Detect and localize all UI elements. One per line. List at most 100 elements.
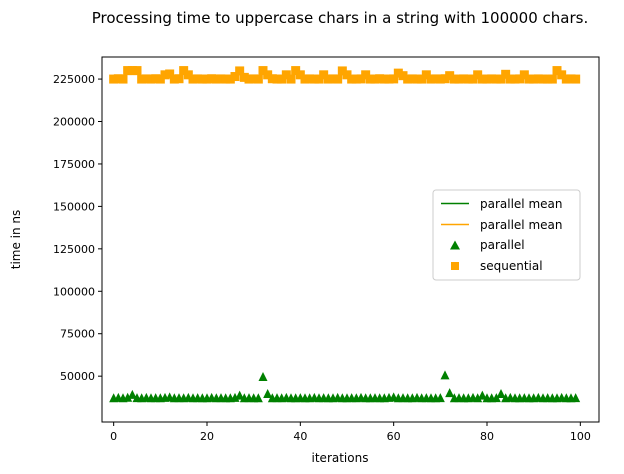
sequential-point — [552, 66, 562, 76]
sequential-point — [449, 74, 459, 84]
legend-marker-parallel — [450, 240, 460, 250]
x-axis-label: iterations — [312, 451, 369, 465]
sequential-point — [370, 74, 380, 84]
sequential-point — [235, 66, 245, 76]
sequential-point — [477, 74, 487, 84]
sequential-point — [323, 74, 333, 84]
sequential-point — [230, 72, 240, 82]
sequential-point — [305, 74, 315, 84]
y-tick-label: 125000 — [53, 243, 95, 256]
legend-label-3: parallel — [480, 238, 525, 252]
sequential-point — [403, 74, 413, 84]
plot-markers — [109, 66, 581, 403]
sequential-point — [309, 74, 319, 84]
sequential-point — [113, 74, 123, 84]
sequential-point — [459, 74, 469, 84]
parallel-point — [123, 392, 133, 402]
parallel-point — [258, 372, 268, 382]
sequential-point — [127, 66, 137, 76]
parallel-point — [445, 388, 455, 398]
sequential-point — [412, 74, 422, 84]
sequential-point — [333, 74, 343, 84]
parallel-point — [477, 390, 487, 400]
legend-box — [432, 189, 581, 281]
sequential-point — [155, 74, 165, 84]
sequential-point — [253, 74, 263, 84]
legend-label-1: parallel mean — [480, 197, 563, 211]
plot-frame — [101, 56, 600, 423]
y-tick-label: 100000 — [53, 285, 95, 298]
sequential-point — [356, 74, 366, 84]
sequential-point — [389, 74, 399, 84]
x-tick-label: 60 — [387, 430, 401, 443]
sequential-point — [277, 74, 287, 84]
legend-label-2: parallel mean — [480, 218, 563, 232]
legend-label-4: sequential — [480, 259, 543, 273]
sequential-point — [319, 70, 329, 80]
parallel-point — [440, 370, 450, 380]
sequential-point — [482, 74, 492, 84]
sequential-point — [487, 74, 497, 84]
sequential-point — [515, 74, 525, 84]
x-axis: 0 20 40 60 80 100 — [110, 422, 591, 443]
sequential-point — [183, 70, 193, 80]
sequential-point — [417, 74, 427, 84]
x-tick-label: 40 — [293, 430, 307, 443]
sequential-point — [193, 74, 203, 84]
parallel-point — [263, 388, 273, 398]
sequential-point — [440, 74, 450, 84]
sequential-point — [384, 74, 394, 84]
sequential-point — [137, 74, 147, 84]
y-tick-label: 50000 — [60, 370, 95, 383]
sequential-point — [295, 70, 305, 80]
sequential-point — [519, 70, 529, 80]
sequential-point — [160, 70, 170, 80]
y-tick-label: 225000 — [53, 73, 95, 86]
parallel-point — [496, 388, 506, 398]
sequential-point — [239, 72, 249, 82]
sequential-point — [431, 74, 441, 84]
sequential-point — [197, 74, 207, 84]
y-tick-label: 150000 — [53, 200, 95, 213]
y-tick-label: 200000 — [53, 116, 95, 129]
sequential-point — [221, 74, 231, 84]
parallel-point — [473, 393, 483, 403]
sequential-point — [291, 66, 301, 76]
sequential-point — [188, 74, 198, 84]
sequential-point — [179, 66, 189, 76]
sequential-point — [561, 74, 571, 84]
x-tick-label: 80 — [480, 430, 494, 443]
sequential-point — [398, 71, 408, 81]
sequential-point — [501, 69, 511, 79]
sequential-point — [109, 74, 119, 84]
sequential-point — [165, 69, 175, 79]
sequential-point — [244, 74, 254, 84]
y-tick-label: 75000 — [60, 328, 95, 341]
sequential-point — [473, 70, 483, 80]
sequential-point — [272, 74, 282, 84]
sequential-point — [249, 74, 259, 84]
x-tick-label: 0 — [110, 430, 117, 443]
sequential-point — [342, 70, 352, 80]
sequential-point — [375, 74, 385, 84]
sequential-point — [510, 74, 520, 84]
sequential-point — [141, 74, 151, 84]
sequential-point — [361, 70, 371, 80]
sequential-point — [300, 74, 310, 84]
sequential-point — [445, 71, 455, 81]
sequential-point — [169, 74, 179, 84]
sequential-point — [314, 74, 324, 84]
x-tick-label: 100 — [570, 430, 591, 443]
legend-marker-sequential — [451, 262, 459, 270]
sequential-point — [529, 74, 539, 84]
sequential-point — [225, 74, 235, 84]
sequential-point — [151, 74, 161, 84]
sequential-point — [557, 70, 567, 80]
sequential-point — [118, 74, 128, 84]
sequential-point — [393, 68, 403, 78]
chart-title: Processing time to uppercase chars in a … — [92, 9, 588, 27]
sequential-point — [351, 74, 361, 84]
sequential-point — [202, 74, 212, 84]
y-tick-label: 175000 — [53, 158, 95, 171]
